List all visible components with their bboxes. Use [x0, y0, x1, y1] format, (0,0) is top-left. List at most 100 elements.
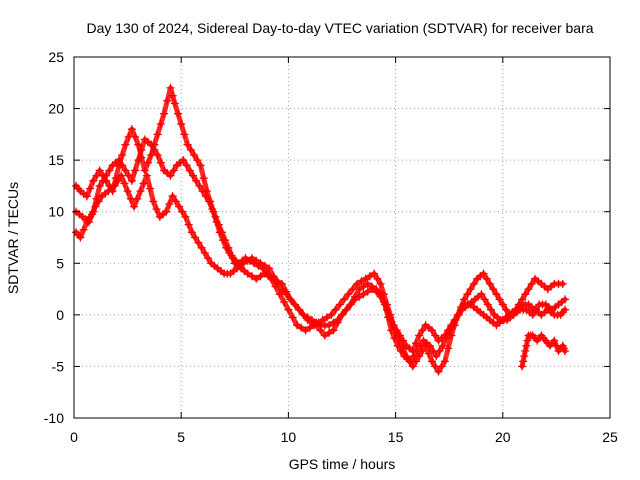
- data-point: [440, 331, 450, 340]
- data-point: [89, 176, 98, 185]
- data-point: [363, 279, 372, 289]
- x-axis-label: GPS time / hours: [289, 456, 396, 472]
- data-point: [95, 166, 104, 175]
- data-point: [195, 181, 204, 191]
- data-point: [443, 344, 453, 353]
- data-point: [492, 290, 501, 299]
- data-point: [389, 321, 398, 330]
- data-point: [149, 197, 158, 206]
- data-point: [224, 243, 233, 252]
- data-point: [489, 284, 498, 294]
- data-point: [560, 305, 570, 314]
- data-point: [156, 158, 165, 167]
- data-point: [523, 336, 532, 345]
- data-point: [208, 204, 217, 214]
- data-point: [256, 272, 265, 281]
- data-point: [522, 341, 531, 350]
- data-point: [342, 305, 351, 314]
- data-point: [363, 287, 372, 296]
- data-point: [486, 305, 496, 314]
- data-point: [346, 300, 355, 309]
- series-layer: [71, 83, 570, 376]
- data-point: [501, 305, 511, 314]
- data-point: [142, 171, 152, 180]
- data-point: [425, 341, 435, 350]
- data-point: [560, 346, 570, 356]
- data-point: [239, 259, 248, 268]
- data-point: [247, 272, 257, 281]
- data-point: [227, 251, 236, 260]
- data-point: [145, 184, 155, 193]
- data-point: [168, 91, 177, 100]
- data-point: [299, 310, 308, 320]
- data-point: [194, 238, 203, 247]
- plot-frame: [73, 56, 611, 419]
- y-tick-label: 5: [56, 255, 64, 271]
- data-point: [190, 233, 200, 242]
- data-point: [94, 197, 103, 206]
- data-point: [153, 150, 162, 160]
- data-point: [181, 212, 190, 222]
- data-point: [199, 174, 208, 183]
- y-tick-label: 0: [56, 307, 64, 323]
- data-point: [179, 155, 188, 165]
- data-point: [118, 150, 127, 160]
- data-point: [418, 326, 427, 335]
- data-point: [466, 284, 475, 294]
- data-point: [370, 269, 379, 278]
- data-point: [297, 323, 306, 332]
- data-point: [558, 279, 567, 289]
- y-tick-label: 20: [48, 101, 64, 117]
- data-point: [292, 321, 302, 330]
- data-point: [443, 326, 453, 335]
- y-tick-label: 10: [48, 204, 64, 220]
- data-point: [166, 83, 175, 93]
- data-point: [372, 287, 381, 296]
- data-point: [521, 290, 530, 299]
- data-point: [359, 290, 368, 299]
- data-point: [437, 362, 446, 371]
- data-point: [427, 357, 437, 366]
- data-point: [406, 357, 415, 366]
- data-point: [365, 272, 375, 281]
- x-tick-label: 10: [281, 429, 297, 445]
- data-point: [182, 161, 191, 170]
- data-point: [260, 261, 269, 271]
- data-point: [163, 96, 172, 105]
- data-point: [320, 331, 329, 340]
- data-point: [105, 166, 114, 175]
- data-point: [156, 119, 165, 129]
- data-point: [521, 346, 530, 356]
- data-point: [189, 150, 199, 160]
- data-point: [386, 313, 395, 322]
- data-point: [483, 300, 492, 309]
- data-point: [415, 331, 424, 340]
- data-point: [318, 315, 327, 325]
- x-tick-label: 15: [388, 429, 404, 445]
- data-point: [193, 155, 202, 165]
- data-point: [88, 210, 97, 219]
- data-point: [177, 119, 186, 129]
- data-point: [95, 181, 104, 191]
- data-point: [121, 166, 130, 175]
- data-point: [352, 279, 362, 289]
- data-point: [162, 207, 171, 216]
- x-tick-label: 5: [177, 429, 185, 445]
- data-point: [301, 326, 310, 335]
- data-point: [166, 171, 175, 180]
- data-point: [114, 155, 124, 165]
- data-point: [327, 310, 336, 320]
- data-point: [392, 326, 401, 335]
- data-point: [288, 313, 297, 322]
- data-point: [185, 166, 194, 175]
- data-point: [312, 318, 321, 327]
- series-track-3: [71, 171, 570, 356]
- data-point: [123, 186, 132, 196]
- data-point: [127, 125, 137, 134]
- data-point: [211, 212, 220, 222]
- data-point: [396, 346, 406, 356]
- data-point: [294, 305, 304, 314]
- data-point: [424, 349, 433, 358]
- y-tick-label: 15: [48, 152, 64, 168]
- data-point: [243, 256, 252, 265]
